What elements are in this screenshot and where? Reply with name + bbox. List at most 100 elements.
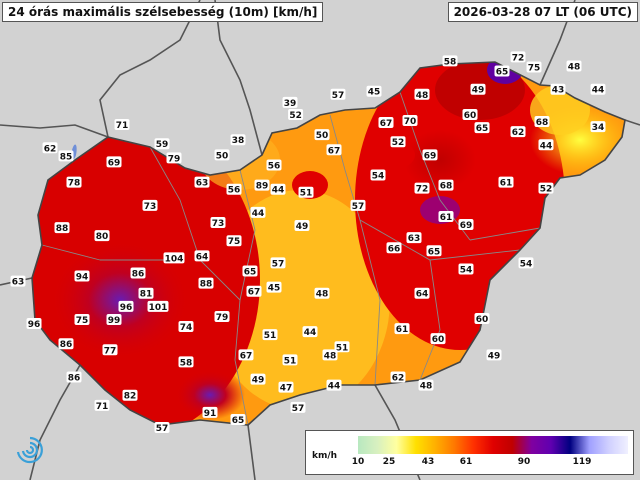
value-label: 50: [314, 129, 330, 141]
value-label: 63: [194, 176, 210, 189]
svg-text:44: 44: [328, 382, 341, 392]
svg-text:56: 56: [268, 161, 281, 171]
value-label: 62: [390, 371, 406, 384]
svg-text:44: 44: [304, 328, 317, 338]
svg-text:48: 48: [324, 351, 337, 361]
svg-text:48: 48: [420, 382, 433, 392]
value-label: 62: [510, 126, 526, 138]
value-label: 72: [510, 51, 526, 63]
svg-text:72: 72: [416, 185, 429, 195]
value-label: 48: [322, 349, 338, 361]
svg-text:48: 48: [316, 290, 329, 300]
value-label: 79: [166, 152, 182, 164]
svg-text:44: 44: [540, 141, 553, 151]
value-label: 70: [402, 115, 418, 127]
svg-text:79: 79: [216, 313, 229, 323]
map-title: 24 órás maximális szélsebesség (10m) [km…: [2, 2, 324, 22]
svg-text:80: 80: [96, 232, 109, 242]
svg-text:48: 48: [416, 91, 429, 101]
value-label: 61: [438, 210, 454, 223]
svg-text:99: 99: [108, 316, 121, 326]
svg-text:75: 75: [528, 63, 541, 73]
svg-text:62: 62: [44, 144, 57, 154]
value-label: 58: [178, 356, 194, 368]
value-label: 71: [94, 399, 110, 412]
value-label: 86: [58, 338, 74, 350]
value-label: 54: [370, 169, 386, 182]
svg-text:101: 101: [149, 303, 168, 313]
svg-text:67: 67: [248, 288, 261, 298]
value-label: 44: [326, 379, 342, 392]
value-label: 57: [270, 257, 286, 269]
svg-text:69: 69: [460, 221, 473, 231]
svg-text:49: 49: [296, 222, 309, 232]
value-label: 68: [534, 116, 550, 128]
value-label: 73: [210, 217, 226, 229]
value-label: 50: [214, 149, 230, 161]
svg-text:61: 61: [500, 179, 513, 189]
value-label: 56: [266, 159, 282, 171]
value-label: 61: [498, 176, 514, 189]
svg-text:68: 68: [536, 118, 549, 128]
value-label: 73: [142, 199, 158, 212]
svg-text:85: 85: [60, 152, 73, 162]
svg-text:63: 63: [12, 278, 25, 288]
value-label: 75: [74, 313, 90, 326]
value-label: 51: [282, 354, 298, 366]
svg-text:94: 94: [76, 273, 89, 283]
svg-text:62: 62: [512, 128, 525, 138]
svg-text:67: 67: [240, 351, 253, 361]
svg-text:75: 75: [76, 316, 89, 326]
svg-text:52: 52: [289, 111, 302, 121]
hungary-border: [31, 61, 626, 426]
svg-text:63: 63: [196, 179, 209, 189]
value-label: 57: [290, 401, 306, 414]
value-label: 65: [474, 122, 490, 134]
svg-text:81: 81: [140, 290, 153, 300]
logo-icon: [16, 436, 43, 464]
svg-text:44: 44: [592, 86, 605, 96]
svg-text:45: 45: [368, 88, 381, 98]
svg-text:56: 56: [228, 186, 241, 196]
value-label: 67: [378, 117, 394, 129]
svg-text:64: 64: [196, 252, 209, 262]
svg-text:65: 65: [476, 124, 489, 134]
value-label: 69: [422, 149, 438, 161]
svg-text:75: 75: [228, 237, 241, 247]
value-label: 77: [102, 344, 118, 356]
value-label: 52: [288, 108, 304, 121]
svg-text:64: 64: [416, 290, 429, 300]
svg-text:96: 96: [120, 303, 133, 313]
svg-text:67: 67: [380, 119, 393, 129]
svg-text:57: 57: [292, 404, 305, 414]
value-label: 63: [10, 275, 26, 288]
value-label: 67: [326, 144, 342, 156]
svg-text:49: 49: [472, 86, 485, 96]
value-label: 52: [538, 182, 554, 195]
svg-text:88: 88: [200, 280, 213, 290]
svg-text:73: 73: [212, 219, 225, 229]
value-label: 61: [394, 323, 410, 335]
value-label: 80: [94, 230, 110, 242]
value-label: 68: [438, 179, 454, 192]
legend-tick: 119: [572, 457, 592, 467]
value-label: 60: [474, 312, 490, 325]
value-label: 44: [250, 206, 266, 219]
value-label: 82: [122, 389, 138, 402]
value-label: 96: [26, 318, 42, 330]
legend-tick: 10: [351, 457, 365, 467]
svg-text:78: 78: [68, 179, 81, 189]
value-label: 57: [350, 199, 366, 212]
value-label: 91: [202, 406, 218, 419]
svg-text:54: 54: [460, 265, 473, 275]
svg-text:69: 69: [424, 151, 437, 161]
svg-text:49: 49: [252, 376, 265, 386]
legend-tick: 61: [459, 457, 473, 467]
svg-text:57: 57: [352, 202, 365, 212]
legend-tick: 25: [382, 457, 396, 467]
svg-text:82: 82: [124, 392, 137, 402]
value-label: 56: [226, 183, 242, 196]
value-label: 60: [430, 333, 446, 345]
svg-text:49: 49: [488, 351, 501, 361]
value-label: 63: [406, 232, 422, 244]
